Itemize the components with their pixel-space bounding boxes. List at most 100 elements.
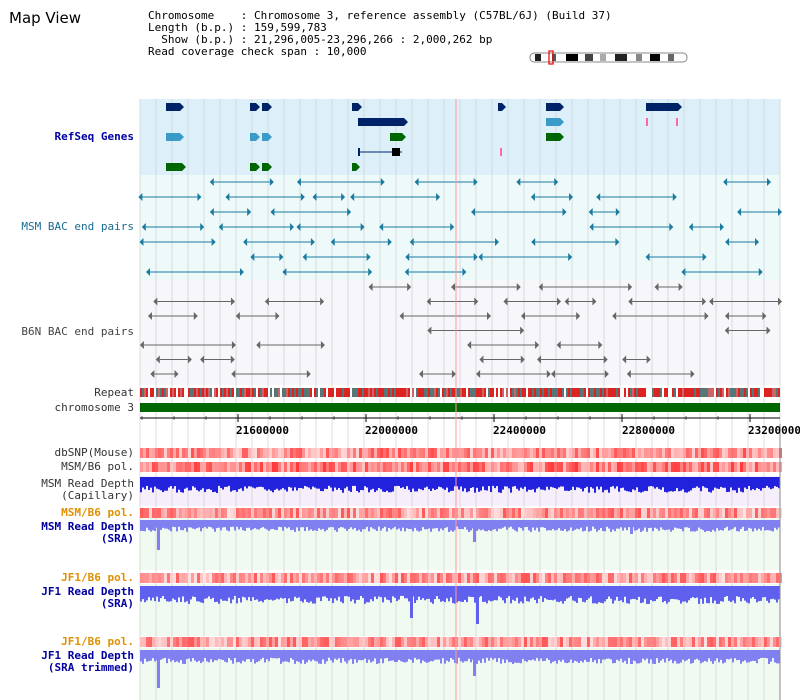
chromosome-ideogram[interactable] [529,50,688,65]
depth-bar [488,520,490,531]
ideogram-band [668,54,674,61]
repeat-cell [710,388,712,397]
heat-cell [299,573,302,583]
heat-cell [209,573,212,583]
gene-feature [262,103,268,111]
read-depth-tracks[interactable] [140,477,780,688]
repeat-cell [632,388,634,397]
b6n-bac-pairs[interactable] [139,283,782,378]
repeat-track[interactable] [140,388,780,397]
track-label-jf1-depth-trimmed[interactable]: JF1 Read Depth (SRA trimmed) [41,649,134,674]
depth-bar [458,477,460,490]
heat-cell [185,573,188,583]
depth-bar [688,520,690,528]
depth-bar [492,520,494,530]
repeat-cell [460,388,462,397]
heat-cell [245,448,248,458]
depth-bar [710,650,712,662]
heat-cell [497,573,500,583]
heat-cell [350,637,353,647]
depth-bar [694,650,696,660]
track-label-msm-bac[interactable]: MSM BAC end pairs [21,220,134,233]
heat-cell [212,637,215,647]
heat-cell [323,462,326,472]
depth-bar [634,586,636,600]
heat-cell [773,637,776,647]
depth-bar [182,650,184,664]
heat-cell [164,573,167,583]
heat-cell [347,462,350,472]
depth-bar [684,520,686,528]
heatmap-tracks[interactable] [140,448,782,647]
depth-bar [206,477,208,490]
gene-strand-arrow [256,103,260,111]
depth-bar [456,520,458,527]
msm-bac-pair-end [209,178,214,186]
heat-cell [407,462,410,472]
depth-bar [636,586,638,600]
depth-bar [196,650,198,663]
chromosome-bar[interactable] [140,403,780,412]
repeat-cell [664,388,666,397]
msm-bac-pair-end [531,238,536,246]
depth-bar [164,520,166,529]
depth-bar [442,520,444,531]
depth-bar [674,650,676,661]
heat-cell [671,637,674,647]
track-label-jf1-depth-sra[interactable]: JF1 Read Depth (SRA) [41,585,134,610]
depth-bar [198,650,200,661]
depth-bar [704,650,706,661]
msm-bac-pairs[interactable] [138,178,782,276]
track-label-msm-b6-pol-1[interactable]: MSM/B6 pol. [61,460,134,473]
depth-bar [512,650,514,664]
depth-bar [756,477,758,489]
heat-cell [617,573,620,583]
heat-cell [533,462,536,472]
track-label-b6n-bac[interactable]: B6N BAC end pairs [21,325,134,338]
repeat-cell [470,388,472,397]
heat-cell [596,637,599,647]
heat-cell [176,508,179,518]
depth-bar [366,520,368,527]
depth-bar [558,650,560,661]
heat-cell [428,573,431,583]
depth-bar [526,650,528,662]
heat-cell [248,637,251,647]
track-label-msm-depth-capillary[interactable]: MSM Read Depth (Capillary) [41,477,134,502]
repeat-cell [568,388,570,397]
track-label-msm-depth-sra[interactable]: MSM Read Depth (SRA) [41,520,134,545]
track-label-chromosome[interactable]: chromosome 3 [54,401,134,414]
heat-cell [293,637,296,647]
repeat-cell [522,388,524,397]
repeat-cell [456,388,458,397]
repeat-cell [578,388,580,397]
heat-cell [542,448,545,458]
depth-bar [238,520,240,530]
track-label-msm-b6-pol-2[interactable]: MSM/B6 pol. [61,506,134,519]
heat-cell [365,508,368,518]
depth-bar [534,520,536,531]
refseq-gene-features[interactable] [166,103,682,171]
repeat-cell [338,388,340,397]
depth-bar [250,650,252,662]
track-label-repeat[interactable]: Repeat [94,386,134,399]
depth-bar [776,477,778,487]
track-label-jf1-pol-2[interactable]: JF1/B6 pol. [61,635,134,648]
depth-bar [168,586,170,602]
repeat-cell [572,388,574,397]
depth-bar [324,520,326,532]
heat-cell [659,637,662,647]
track-label-jf1-pol-1[interactable]: JF1/B6 pol. [61,571,134,584]
depth-bar [268,586,270,600]
track-label-refseq-genes[interactable]: RefSeq Genes [54,130,134,143]
depth-bar [526,477,528,492]
heat-cell [368,508,371,518]
gene-feature [250,103,256,111]
gene-feature [546,103,560,111]
msm-bac-pair-end [688,223,693,231]
heat-cell [524,462,527,472]
track-label-dbsnp[interactable]: dbSNP(Mouse) [54,446,134,459]
repeat-cell [374,388,376,397]
depth-bar [164,650,166,658]
